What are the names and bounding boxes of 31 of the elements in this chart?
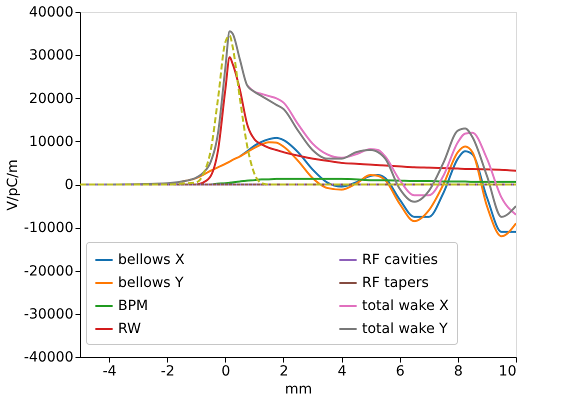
y-tick-label: 20000 bbox=[28, 90, 74, 107]
y-tick-label: 10000 bbox=[28, 134, 74, 150]
legend-label: RF tapers bbox=[362, 275, 429, 291]
legend-label: bellows X bbox=[118, 252, 186, 268]
x-tick-label: 2 bbox=[280, 364, 288, 380]
y-tick-label: -10000 bbox=[24, 220, 74, 236]
y-tick-label: -30000 bbox=[24, 306, 74, 322]
x-axis-title: mm bbox=[284, 382, 312, 398]
legend-label: total wake X bbox=[362, 298, 450, 314]
y-axis-title: V/pC/m bbox=[4, 159, 21, 211]
x-tick-label: 4 bbox=[338, 364, 347, 380]
x-tick-label: -4 bbox=[102, 364, 117, 380]
y-tick-label: -20000 bbox=[24, 263, 74, 280]
legend-label: bellows Y bbox=[118, 275, 184, 291]
x-tick-label: 0 bbox=[221, 364, 230, 380]
y-tick-label: -40000 bbox=[24, 350, 74, 366]
y-tick-label: 30000 bbox=[28, 48, 74, 64]
legend-label: BPM bbox=[118, 298, 148, 314]
y-tick-label: 0 bbox=[64, 177, 74, 193]
line-series bbox=[80, 34, 516, 186]
x-tick-label: 8 bbox=[454, 364, 463, 380]
line-series bbox=[238, 136, 516, 233]
x-tick-label: 6 bbox=[396, 364, 405, 380]
line-series bbox=[246, 84, 516, 216]
legend-label: RF cavities bbox=[362, 252, 438, 268]
x-tick-label: 10 bbox=[498, 364, 516, 380]
legend-label: total wake Y bbox=[362, 321, 448, 337]
y-tick-label: 40000 bbox=[28, 4, 74, 20]
x-tick-label: -2 bbox=[160, 364, 175, 380]
line-series bbox=[195, 56, 516, 186]
legend-label: RW bbox=[118, 321, 142, 337]
